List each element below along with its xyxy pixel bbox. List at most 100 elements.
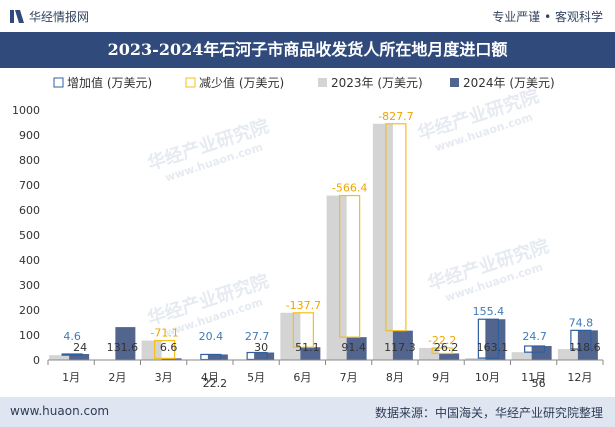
bar-2023 [326,195,347,360]
footer-website: www.huaon.com [10,404,110,418]
x-tick-label: 10月 [475,371,500,384]
bar-increase [524,345,546,353]
legend-swatch [318,78,327,87]
bar-2023 [49,355,70,360]
bar-2024 [254,352,275,360]
bar-2023 [557,349,578,360]
x-tick-label: 4月 [201,371,219,384]
footer-source: 数据来源：中国海关，华经产业研究院整理 [374,406,603,420]
x-tick-label: 2月 [108,371,126,384]
decrease-value-label: -827.7 [378,110,413,123]
legend-swatch [450,78,459,87]
value-2024-label: 91.4 [341,341,366,354]
value-2024-label: 26.2 [434,341,459,354]
bar-increase [246,351,268,361]
bar-2024 [392,330,413,360]
bar-2024 [300,347,321,360]
x-tick-label: 6月 [293,371,311,384]
bar-increase [61,353,83,356]
top-bar: 华经情报网 专业严谨 • 客观科学 [0,0,615,32]
value-2024-label: 163.1 [477,341,509,354]
bar-2024 [207,354,228,360]
x-tick-label: 8月 [386,371,404,384]
bar-2024 [69,354,90,360]
bar-2023 [372,123,393,360]
bar-2024 [531,346,552,360]
y-tick-label: 1000 [12,104,40,117]
bar-increase [477,318,499,359]
x-tick-label: 7月 [340,371,358,384]
legend-label: 2023年 (万美元) [331,76,423,90]
chart-title: 2023-2024年石河子市商品收发货人所在地月度进口额 [107,40,508,59]
bar-2024 [161,358,182,360]
bar-decrease [431,347,453,355]
decrease-value-label: -71.1 [150,327,178,340]
bar-decrease [385,123,407,332]
y-tick-label: 100 [19,329,40,342]
x-tick-label: 1月 [62,371,80,384]
bar-2023 [465,358,486,360]
y-tick-label: 900 [19,129,40,142]
brand: 华经情报网 [10,8,89,25]
x-tick-label: 9月 [432,371,450,384]
tagline: 专业严谨 • 客观科学 [492,10,603,24]
bar-2024 [485,319,506,360]
bar-2024 [115,327,136,360]
x-tick-label: 11月 [521,371,546,384]
bar-2024 [439,353,460,360]
value-2024-label: 56 [532,377,546,390]
brand-logo-icon [10,10,24,23]
bar-2023 [280,312,301,360]
x-axis: 1月 2月 3月 4月 5月 6月 7月 8月 9月 10月 11月 12月 [47,359,604,384]
y-tick-label: 300 [19,279,40,292]
increase-value-label: 4.6 [63,330,81,343]
x-tick-label: 3月 [155,371,173,384]
legend-label: 减少值 (万美元) [199,75,284,90]
bars [49,123,598,361]
y-tick-label: 600 [19,204,40,217]
increase-value-label: 20.4 [199,330,224,343]
increase-value-label: 74.8 [569,316,594,329]
bar-2024 [346,337,367,360]
bar-decrease [154,339,176,359]
bar-2023 [511,352,532,360]
value-2024-label: 131.6 [107,341,139,354]
x-tick-label: 5月 [247,371,265,384]
value-2024-label: 51.1 [295,341,320,354]
y-tick-label: 0 [33,354,40,367]
y-tick-label: 400 [19,254,40,267]
footer: www.huaon.com 数据来源：中国海关，华经产业研究院整理 [0,397,615,427]
brand-name: 华经情报网 [29,10,90,24]
increase-value-label: 24.7 [522,330,547,343]
value-2024-label: 22.2 [203,377,228,390]
increase-value-label: 155.4 [473,305,505,318]
title-band: 2023-2024年石河子市商品收发货人所在地月度进口额 [0,32,615,68]
bar-increase [570,329,592,350]
y-tick-label: 200 [19,304,40,317]
y-tick-label: 500 [19,229,40,242]
y-axis: 0 100 200 300 400 500 600 700 800 900 1000 [12,104,40,367]
decrease-value-label: -137.7 [286,299,321,312]
data-labels: 4.624 131.6 -71.16.6 20.4 22.2 27.730 -137.7 51… [63,110,600,390]
value-2024-label: 118.6 [569,341,601,354]
value-2024-label: 30 [254,341,268,354]
y-tick-label: 700 [19,179,40,192]
value-2024-label: 117.3 [384,341,416,354]
x-tick-label: 12月 [567,371,592,384]
legend-label: 2024年 (万美元) [463,76,555,90]
legend-swatch [185,77,196,88]
bar-decrease [339,194,361,338]
legend: 增加值 (万美元) 减少值 (万美元) 2023年 (万美元) 2024年 (万美元) [53,75,555,90]
bar-2024 [577,330,598,360]
value-2024-label: 24 [73,341,87,354]
bar-decrease [292,312,314,348]
legend-swatch [53,77,64,88]
value-2024-label: 6.6 [160,341,178,354]
bar-2023 [419,347,440,360]
y-tick-label: 800 [19,154,40,167]
increase-value-label: 27.7 [245,330,270,343]
